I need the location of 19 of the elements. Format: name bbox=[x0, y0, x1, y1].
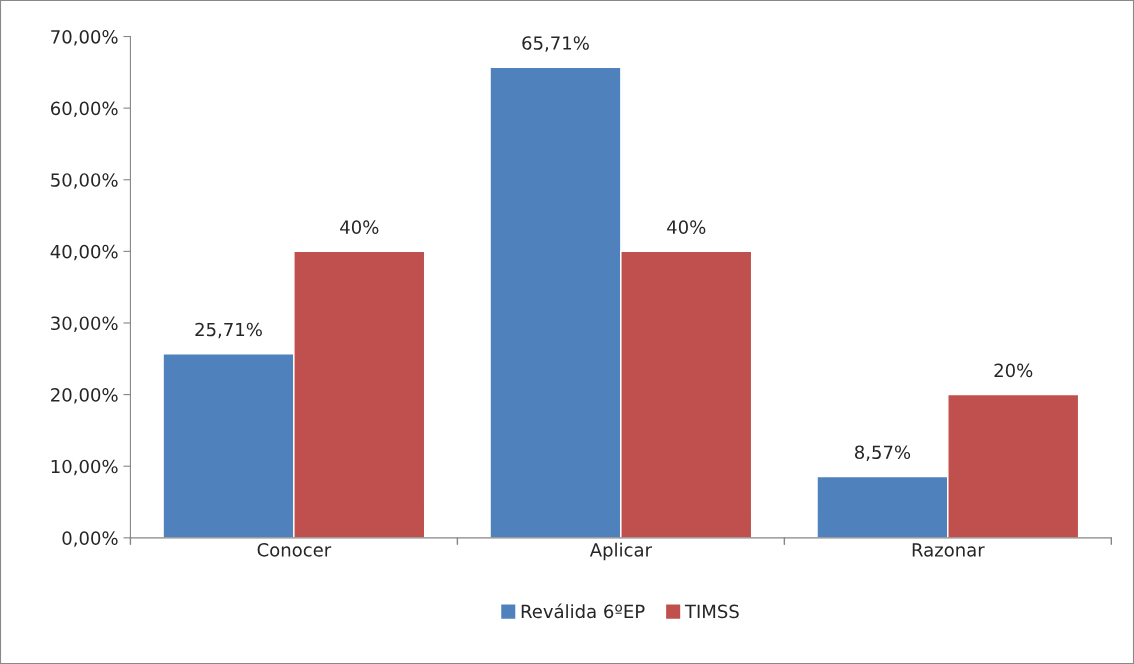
x-tick-label: Razonar bbox=[912, 543, 985, 557]
y-tick-label: 20,00% bbox=[51, 388, 118, 404]
y-tick-label: 70,00% bbox=[51, 29, 118, 46]
data-label: 8,57% bbox=[854, 445, 911, 461]
data-label: 20% bbox=[994, 363, 1033, 378]
x-tick-label: Conocer bbox=[257, 543, 332, 557]
x-tick-label: Aplicar bbox=[589, 542, 652, 561]
data-label: 65,71% bbox=[522, 36, 589, 52]
data-label: 40% bbox=[667, 220, 706, 234]
y-tick-label: 0,00% bbox=[62, 531, 118, 547]
y-tick-label: 50,00% bbox=[51, 173, 118, 189]
y-tick-label: 40,00% bbox=[50, 244, 118, 261]
legend-label: TIMSS bbox=[684, 604, 739, 619]
data-label: 25,71% bbox=[195, 322, 262, 339]
data-label: 40% bbox=[340, 220, 379, 234]
y-tick-label: 60,00% bbox=[51, 101, 118, 118]
y-tick-label: 30,00% bbox=[51, 316, 118, 332]
y-tick-label: 10,00% bbox=[51, 459, 118, 476]
legend-label: Reválida 6ºEP bbox=[521, 603, 645, 619]
